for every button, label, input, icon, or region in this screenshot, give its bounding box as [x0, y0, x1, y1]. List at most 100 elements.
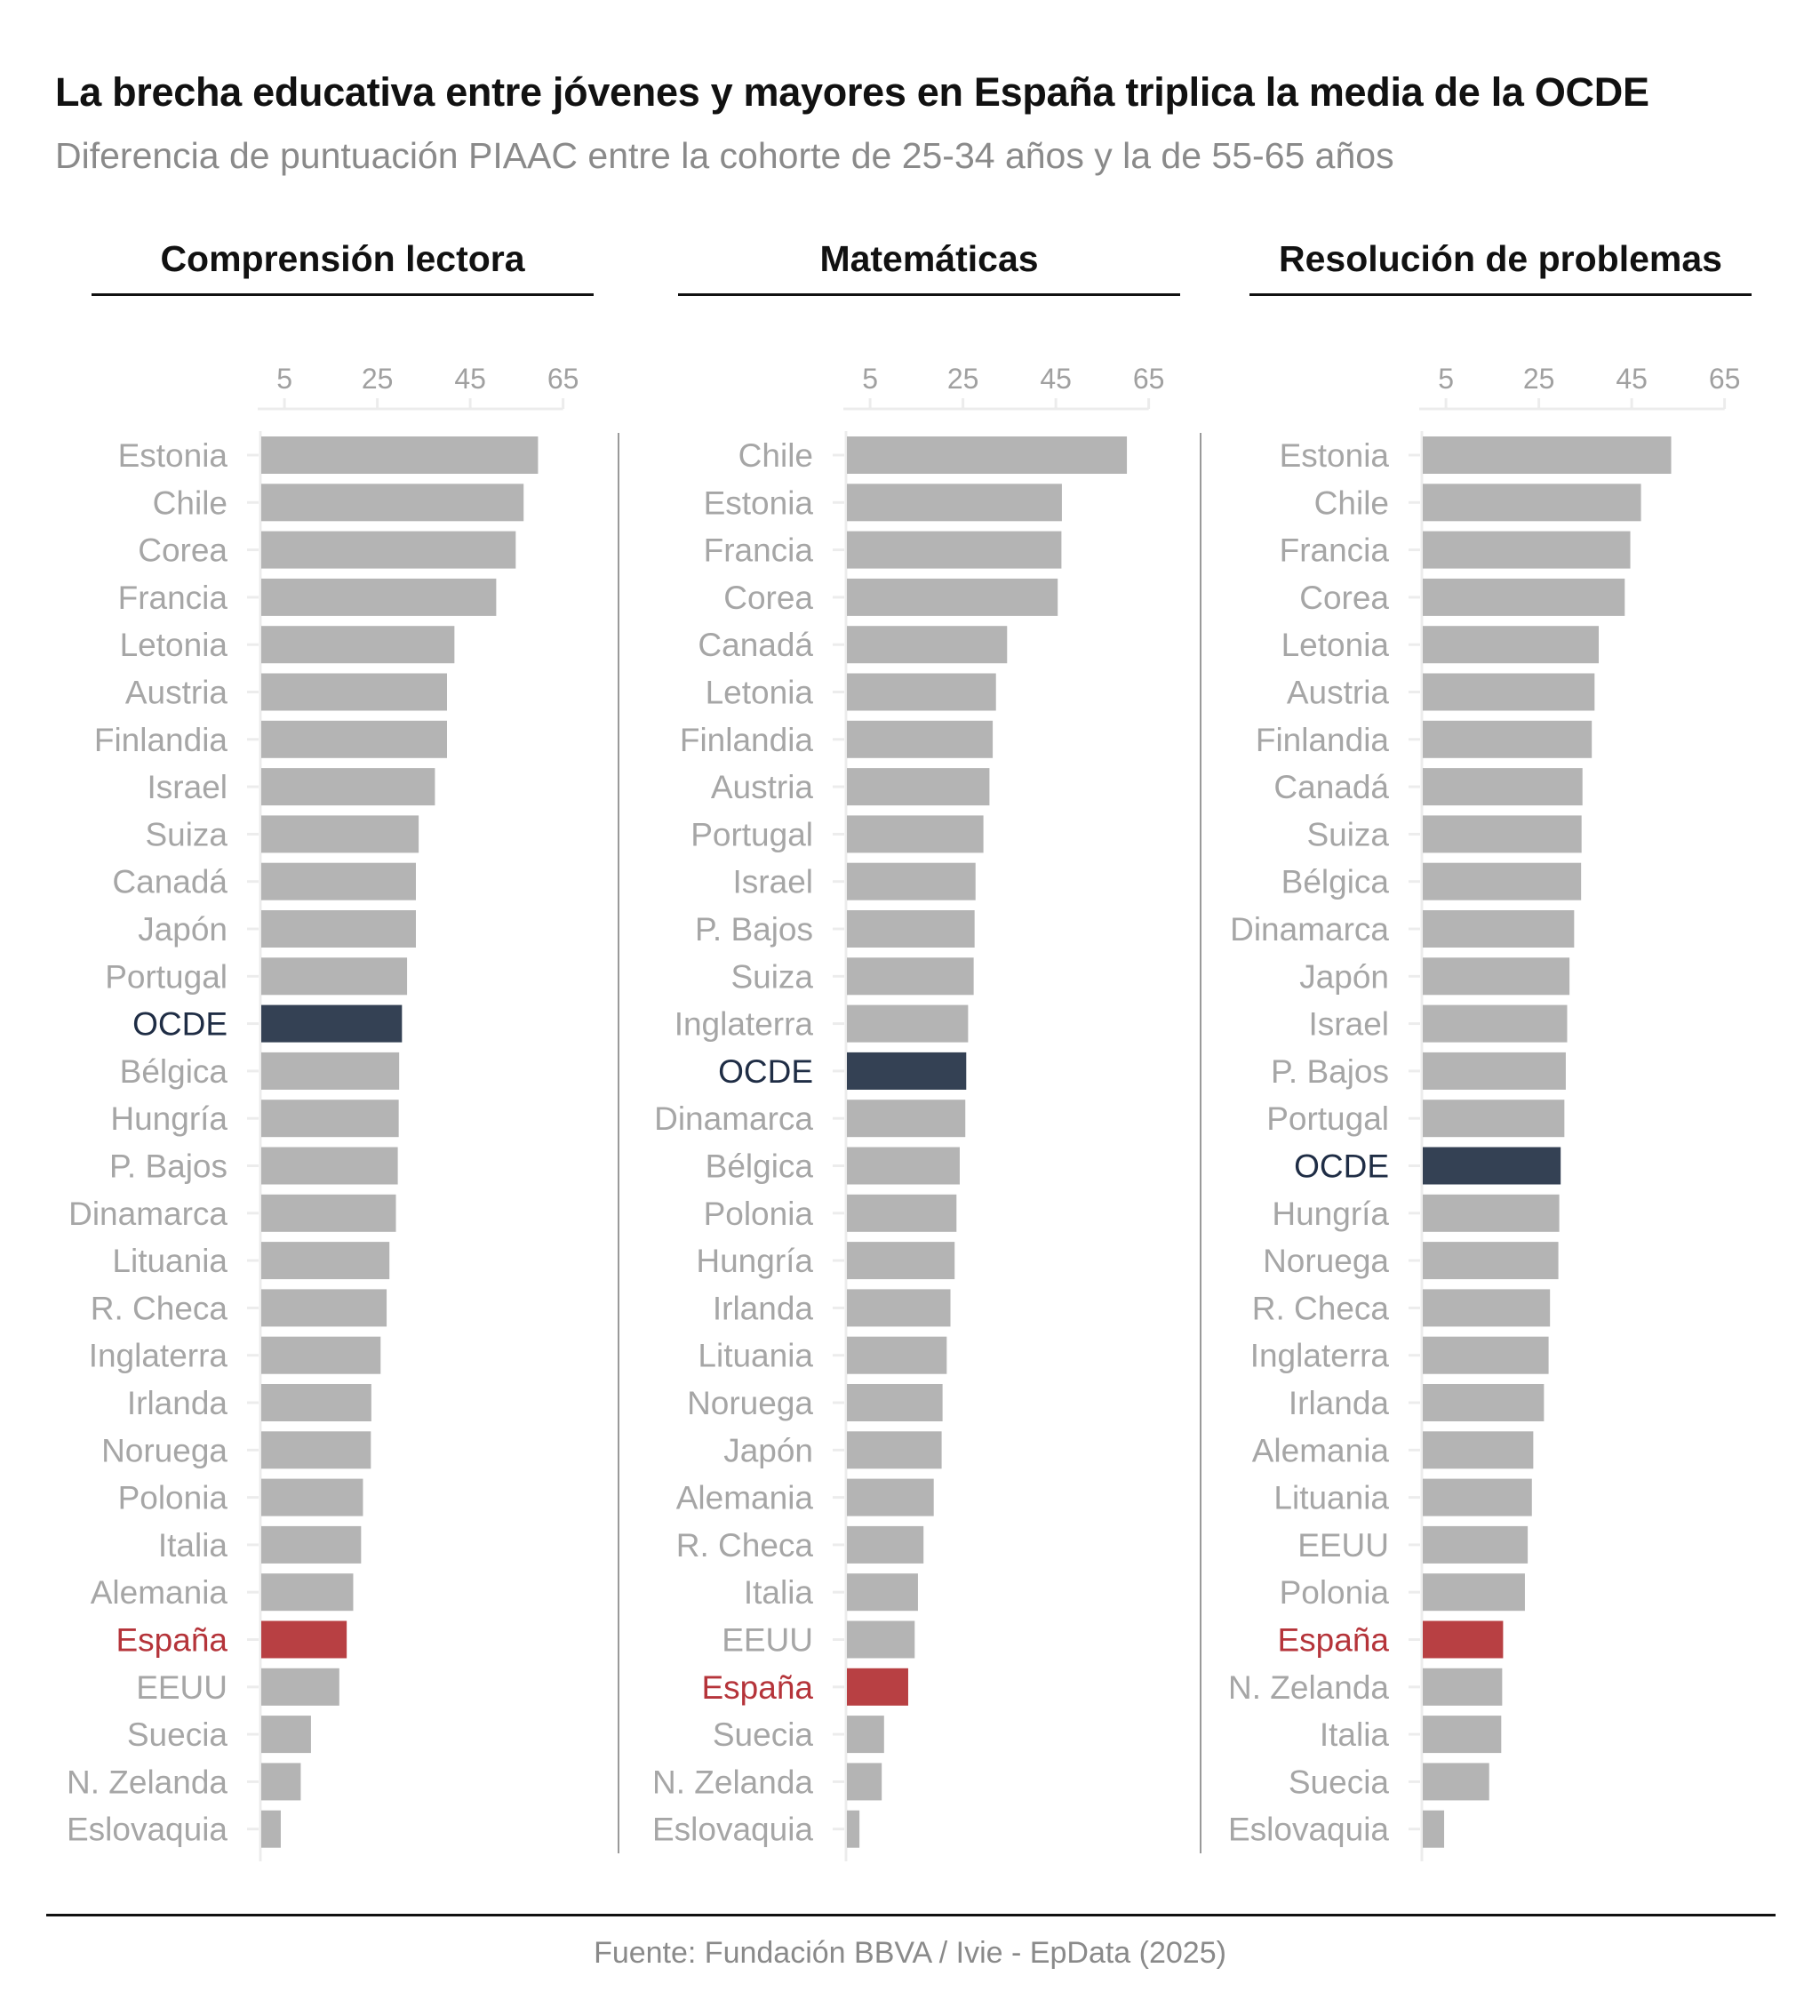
- bar-default: [847, 1763, 882, 1801]
- bar-default: [847, 1336, 947, 1374]
- category-label: OCDE: [1294, 1148, 1389, 1185]
- bar-default: [1423, 673, 1595, 711]
- bar-default: [847, 578, 1058, 616]
- x-tick-label: 65: [547, 363, 579, 395]
- bar-default: [1423, 578, 1625, 616]
- category-label: Polonia: [118, 1480, 228, 1516]
- bar-default: [261, 1147, 398, 1185]
- bar-default: [261, 1194, 396, 1232]
- category-label: Inglaterra: [89, 1338, 228, 1374]
- source-note: Fuente: Fundación BBVA / Ivie - EpData (…: [594, 1936, 1226, 1970]
- category-label: Alemania: [676, 1480, 814, 1516]
- bar-default: [1423, 531, 1631, 569]
- category-label: Noruega: [1263, 1243, 1389, 1279]
- bar-default: [1423, 1763, 1489, 1801]
- bar-default: [847, 1004, 969, 1043]
- category-label: Japón: [723, 1432, 813, 1468]
- bar-default: [847, 1810, 860, 1848]
- bar-default: [1423, 1573, 1525, 1612]
- category-label: Lituania: [698, 1338, 813, 1374]
- category-label: Suecia: [1289, 1764, 1390, 1800]
- bar-default: [847, 484, 1062, 522]
- panel-title-math: Matemáticas: [819, 238, 1039, 279]
- x-tick-label: 25: [947, 363, 979, 395]
- category-label: Israel: [1309, 1006, 1389, 1043]
- bar-default: [1423, 1289, 1551, 1327]
- category-label: Francia: [1280, 532, 1390, 569]
- chart-title: La brecha educativa entre jóvenes y mayo…: [55, 69, 1649, 115]
- bar-default: [261, 1668, 339, 1706]
- category-label: Suecia: [127, 1716, 228, 1753]
- category-label: Irlanda: [713, 1290, 814, 1326]
- bar-default: [1423, 957, 1570, 996]
- category-label: Portugal: [690, 816, 813, 852]
- x-tick-label: 45: [454, 363, 486, 395]
- category-label: R. Checa: [1252, 1290, 1390, 1326]
- bar-default: [261, 436, 539, 474]
- category-label: N. Zelanda: [67, 1764, 228, 1800]
- category-label: Hungría: [110, 1100, 228, 1137]
- category-label: Inglaterra: [675, 1006, 814, 1043]
- category-label: Canadá: [112, 864, 228, 900]
- bar-default: [1423, 720, 1592, 758]
- x-tick-label: 65: [1133, 363, 1165, 395]
- footer-rule: [46, 1914, 1776, 1916]
- bar-default: [261, 1716, 311, 1754]
- bar-default: [1423, 1668, 1503, 1706]
- bar-default: [1423, 1431, 1534, 1469]
- bar-default: [261, 1384, 371, 1421]
- bar-default: [1423, 1336, 1549, 1374]
- bar-default: [1423, 1052, 1566, 1090]
- bar-default: [847, 531, 1062, 569]
- bar-default: [847, 815, 984, 853]
- bar-default: [261, 1763, 301, 1801]
- bar-default: [261, 673, 447, 711]
- category-label: Chile: [1314, 484, 1389, 521]
- bar-spain: [1423, 1620, 1504, 1659]
- bar-default: [1423, 1525, 1529, 1564]
- category-label: Israel: [148, 769, 228, 805]
- category-label: Irlanda: [1289, 1385, 1390, 1421]
- category-label: R. Checa: [91, 1290, 228, 1326]
- category-label: Polonia: [1280, 1574, 1390, 1611]
- category-label: Canadá: [1273, 769, 1389, 805]
- bar-default: [1423, 1004, 1568, 1043]
- bar-default: [847, 768, 990, 806]
- category-label: Bélgica: [706, 1148, 814, 1185]
- category-label: Japón: [1299, 958, 1389, 995]
- category-label: Portugal: [1266, 1100, 1389, 1137]
- bar-default: [847, 1431, 942, 1469]
- bar-default: [847, 910, 975, 948]
- bar-default: [261, 1242, 390, 1280]
- category-label: Letonia: [706, 675, 814, 711]
- category-label: Eslovaquia: [652, 1812, 813, 1848]
- bar-default: [847, 1242, 955, 1280]
- panel-divider: [618, 433, 619, 1853]
- category-label: Canadá: [698, 627, 813, 663]
- category-label: Estonia: [118, 437, 228, 474]
- bar-default: [261, 862, 416, 900]
- bar-default: [847, 1716, 884, 1754]
- panel-math: 5 25 45 65 Chile Estonia Francia Corea Canadá Let…: [652, 363, 1164, 1861]
- bar-default: [261, 1100, 399, 1138]
- panel-problem-solving: 5 25 45 65 Estonia Chile Francia Corea Letonia Au…: [1228, 363, 1740, 1861]
- bar-default: [261, 1289, 387, 1327]
- category-label: EEUU: [136, 1669, 228, 1706]
- bar-default: [847, 720, 994, 758]
- category-label: Noruega: [687, 1385, 813, 1421]
- bar-default: [847, 673, 996, 711]
- bar-spain: [847, 1668, 908, 1706]
- category-label: Italia: [158, 1527, 228, 1564]
- bar-default: [261, 578, 497, 616]
- bar-default: [1423, 910, 1575, 948]
- category-label: OCDE: [718, 1053, 813, 1090]
- panel-rule-reading: [92, 293, 594, 296]
- bar-default: [261, 768, 435, 806]
- category-label: Estonia: [1280, 437, 1390, 474]
- x-tick-label: 25: [1523, 363, 1555, 395]
- category-label: Francia: [118, 580, 228, 616]
- category-label: Bélgica: [1281, 864, 1390, 900]
- category-label: España: [702, 1669, 814, 1706]
- category-label: Suiza: [1306, 816, 1389, 852]
